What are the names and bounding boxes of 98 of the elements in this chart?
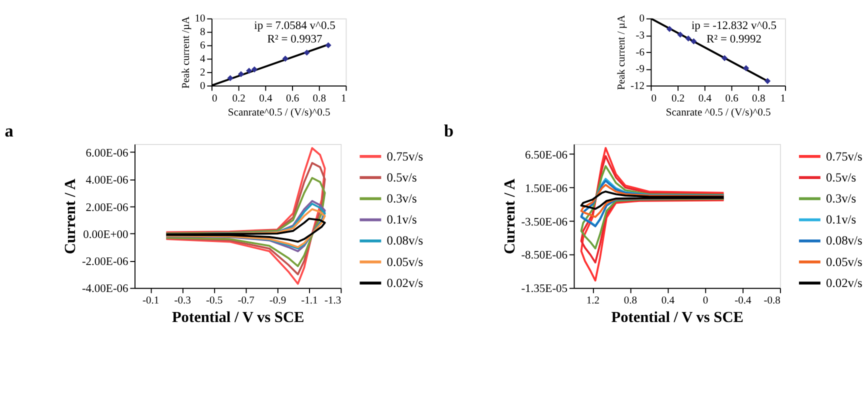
x-tick-label: 0 — [212, 93, 218, 104]
legend-label: 0.1v/s — [386, 212, 417, 227]
legend-label: 0.5v/s — [826, 170, 856, 184]
x-tick-label: 0.2 — [671, 93, 685, 104]
x-tick-label: 0.6 — [725, 93, 738, 104]
line-series — [580, 147, 725, 282]
y-tick-label: -6 — [636, 47, 644, 58]
y-axis-title: Peak current /µA — [180, 16, 192, 89]
legend-label: 0.08v/s — [386, 234, 424, 248]
y-tick-label: 0 — [639, 14, 644, 25]
y-tick-label: 6.50E-06 — [525, 149, 568, 162]
point — [743, 65, 750, 72]
y-axis-title: Peak current / µA — [616, 14, 628, 90]
x-tick-label: -1.3 — [324, 296, 342, 307]
y-tick-label: 10 — [194, 14, 206, 25]
line-series — [165, 147, 326, 285]
x-tick-label: -0.4 — [734, 296, 752, 307]
legend-label: 0.75v/s — [826, 149, 862, 164]
point — [325, 42, 332, 48]
x-axis-title: Scanrate ^0.5 / (V/s)^0.5 — [666, 108, 771, 119]
annotation: ip = -12.832 v^0.5 — [691, 20, 777, 32]
legend-label: 0.3v/s — [826, 192, 856, 206]
line-series — [580, 190, 725, 210]
annotation: ip = 7.0584 v^0.5 — [254, 20, 336, 32]
x-tick-label: -0.9 — [269, 296, 286, 307]
x-tick-label: 0.2 — [232, 93, 246, 104]
legend-label: 0.08v/s — [826, 234, 862, 248]
y-tick-label: -2.00E-06 — [82, 256, 129, 268]
legend-label: 0.02v/s — [826, 276, 862, 290]
y-tick-label: 2.00E-06 — [86, 202, 129, 214]
point — [685, 35, 692, 42]
point — [666, 26, 673, 32]
x-axis-title: Potential / V vs SCE — [611, 308, 744, 326]
y-axis-title: Current / A — [501, 178, 518, 254]
x-tick-label: 0.4 — [259, 93, 273, 104]
annotation: R² = 0.9992 — [706, 33, 762, 46]
y-axis-title: Current / A — [62, 178, 80, 254]
line-series — [165, 176, 326, 268]
legend-label: 0.02v/s — [386, 276, 424, 290]
x-tick-label: 0.6 — [286, 93, 300, 104]
x-tick-label: 0 — [702, 296, 708, 307]
x-tick-label: -0.5 — [206, 296, 223, 307]
point — [282, 56, 288, 62]
x-tick-label: -0.8 — [764, 296, 780, 307]
point — [238, 71, 244, 78]
y-tick-label: 8 — [200, 27, 206, 38]
x-tick-label: 0.8 — [312, 93, 326, 104]
x-tick-label: -0.1 — [142, 296, 160, 307]
y-tick-label: -1.35E-05 — [521, 283, 568, 296]
y-tick-label: -3.50E-06 — [521, 216, 568, 228]
x-tick-label: -0.7 — [238, 296, 254, 307]
y-tick-label: -8.50E-06 — [521, 250, 568, 262]
line-series — [580, 155, 725, 264]
x-tick-label: 0 — [651, 93, 656, 104]
x-tick-label: 0.8 — [624, 296, 638, 307]
x-tick-label: 1 — [780, 93, 786, 104]
y-tick-label: -3 — [636, 30, 644, 42]
line-series — [580, 184, 725, 218]
y-tick-label: 2 — [200, 67, 206, 78]
legend-label: 0.3v/s — [386, 192, 417, 206]
y-tick-label: -9 — [636, 64, 644, 76]
point — [764, 78, 771, 84]
point — [722, 55, 728, 62]
chart-title: a — [4, 121, 14, 140]
x-tick-label: -0.3 — [174, 296, 191, 307]
x-tick-label: 0.4 — [661, 296, 676, 307]
y-tick-label: 0.00E+00 — [83, 228, 129, 241]
x-tick-label: 1 — [340, 93, 346, 104]
legend-label: 0.5v/s — [386, 170, 417, 184]
line-series — [580, 165, 725, 250]
point — [690, 38, 697, 44]
point — [251, 66, 258, 72]
legend-label: 0.1v/s — [826, 212, 856, 227]
y-tick-label: 1.50E-06 — [525, 182, 568, 195]
x-tick-label: 0.8 — [752, 93, 766, 104]
y-tick-label: -12 — [630, 80, 644, 92]
y-tick-label: -4.00E-06 — [82, 283, 129, 296]
y-tick-label: 6.00E-06 — [86, 147, 129, 160]
x-tick-label: -1.1 — [301, 296, 318, 307]
point — [246, 68, 252, 74]
x-axis-title: Scanrate^0.5 / (V/s)^0.5 — [228, 108, 330, 119]
point — [677, 32, 684, 38]
x-tick-label: 1.2 — [586, 296, 600, 307]
y-tick-label: 4.00E-06 — [86, 174, 129, 187]
annotation: R² = 0.9937 — [267, 33, 322, 46]
point — [304, 50, 310, 56]
legend-label: 0.75v/s — [386, 149, 424, 164]
y-tick-label: 6 — [200, 40, 206, 52]
y-tick-label: 0 — [200, 80, 206, 92]
legend-label: 0.05v/s — [826, 254, 862, 269]
y-tick-label: 4 — [200, 54, 206, 66]
point — [227, 75, 234, 82]
x-tick-label: 0.4 — [698, 93, 712, 104]
line-series — [165, 218, 326, 243]
legend-label: 0.05v/s — [386, 254, 424, 269]
chart-title: b — [444, 121, 454, 140]
x-axis-title: Potential / V vs SCE — [172, 308, 304, 326]
line-series — [165, 162, 326, 276]
